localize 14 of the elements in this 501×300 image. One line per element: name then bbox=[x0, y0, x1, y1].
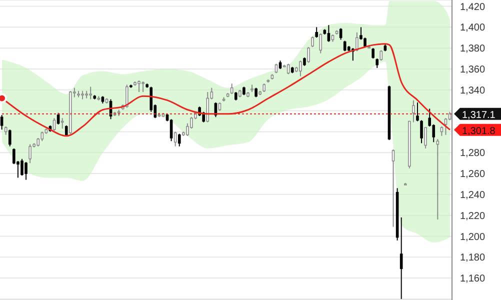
y-tick-label: 1,400 bbox=[460, 22, 486, 34]
y-tick-label: 1,280 bbox=[460, 148, 486, 160]
text: 1,301.8 bbox=[462, 126, 496, 137]
y-tick-label: 1,340 bbox=[460, 85, 486, 96]
ref-line-label: 1,317.1 bbox=[462, 110, 496, 121]
y-tick-label: 1,240 bbox=[460, 190, 486, 201]
y-tick-label: 1,380 bbox=[460, 44, 486, 55]
y-tick-label: 1,260 bbox=[460, 169, 486, 180]
y-tick-label: 1,360 bbox=[460, 64, 486, 76]
y-tick-label: 1,220 bbox=[460, 210, 486, 222]
y-tick-label: 1,160 bbox=[460, 274, 486, 285]
y-tick-label: 1,420 bbox=[460, 2, 486, 13]
y-tick-label: 1,180 bbox=[460, 252, 486, 264]
y-tick-label: 1,200 bbox=[460, 232, 486, 243]
